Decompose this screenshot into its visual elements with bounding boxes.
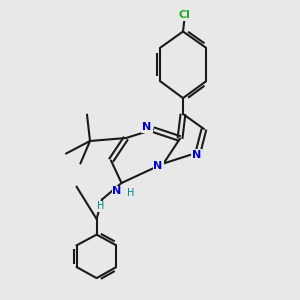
- Text: H: H: [97, 201, 104, 211]
- Text: N: N: [192, 149, 201, 160]
- Text: N: N: [142, 122, 152, 132]
- Text: N: N: [112, 186, 122, 197]
- Text: H: H: [127, 188, 134, 198]
- Text: N: N: [154, 160, 163, 171]
- Text: Cl: Cl: [178, 10, 190, 20]
